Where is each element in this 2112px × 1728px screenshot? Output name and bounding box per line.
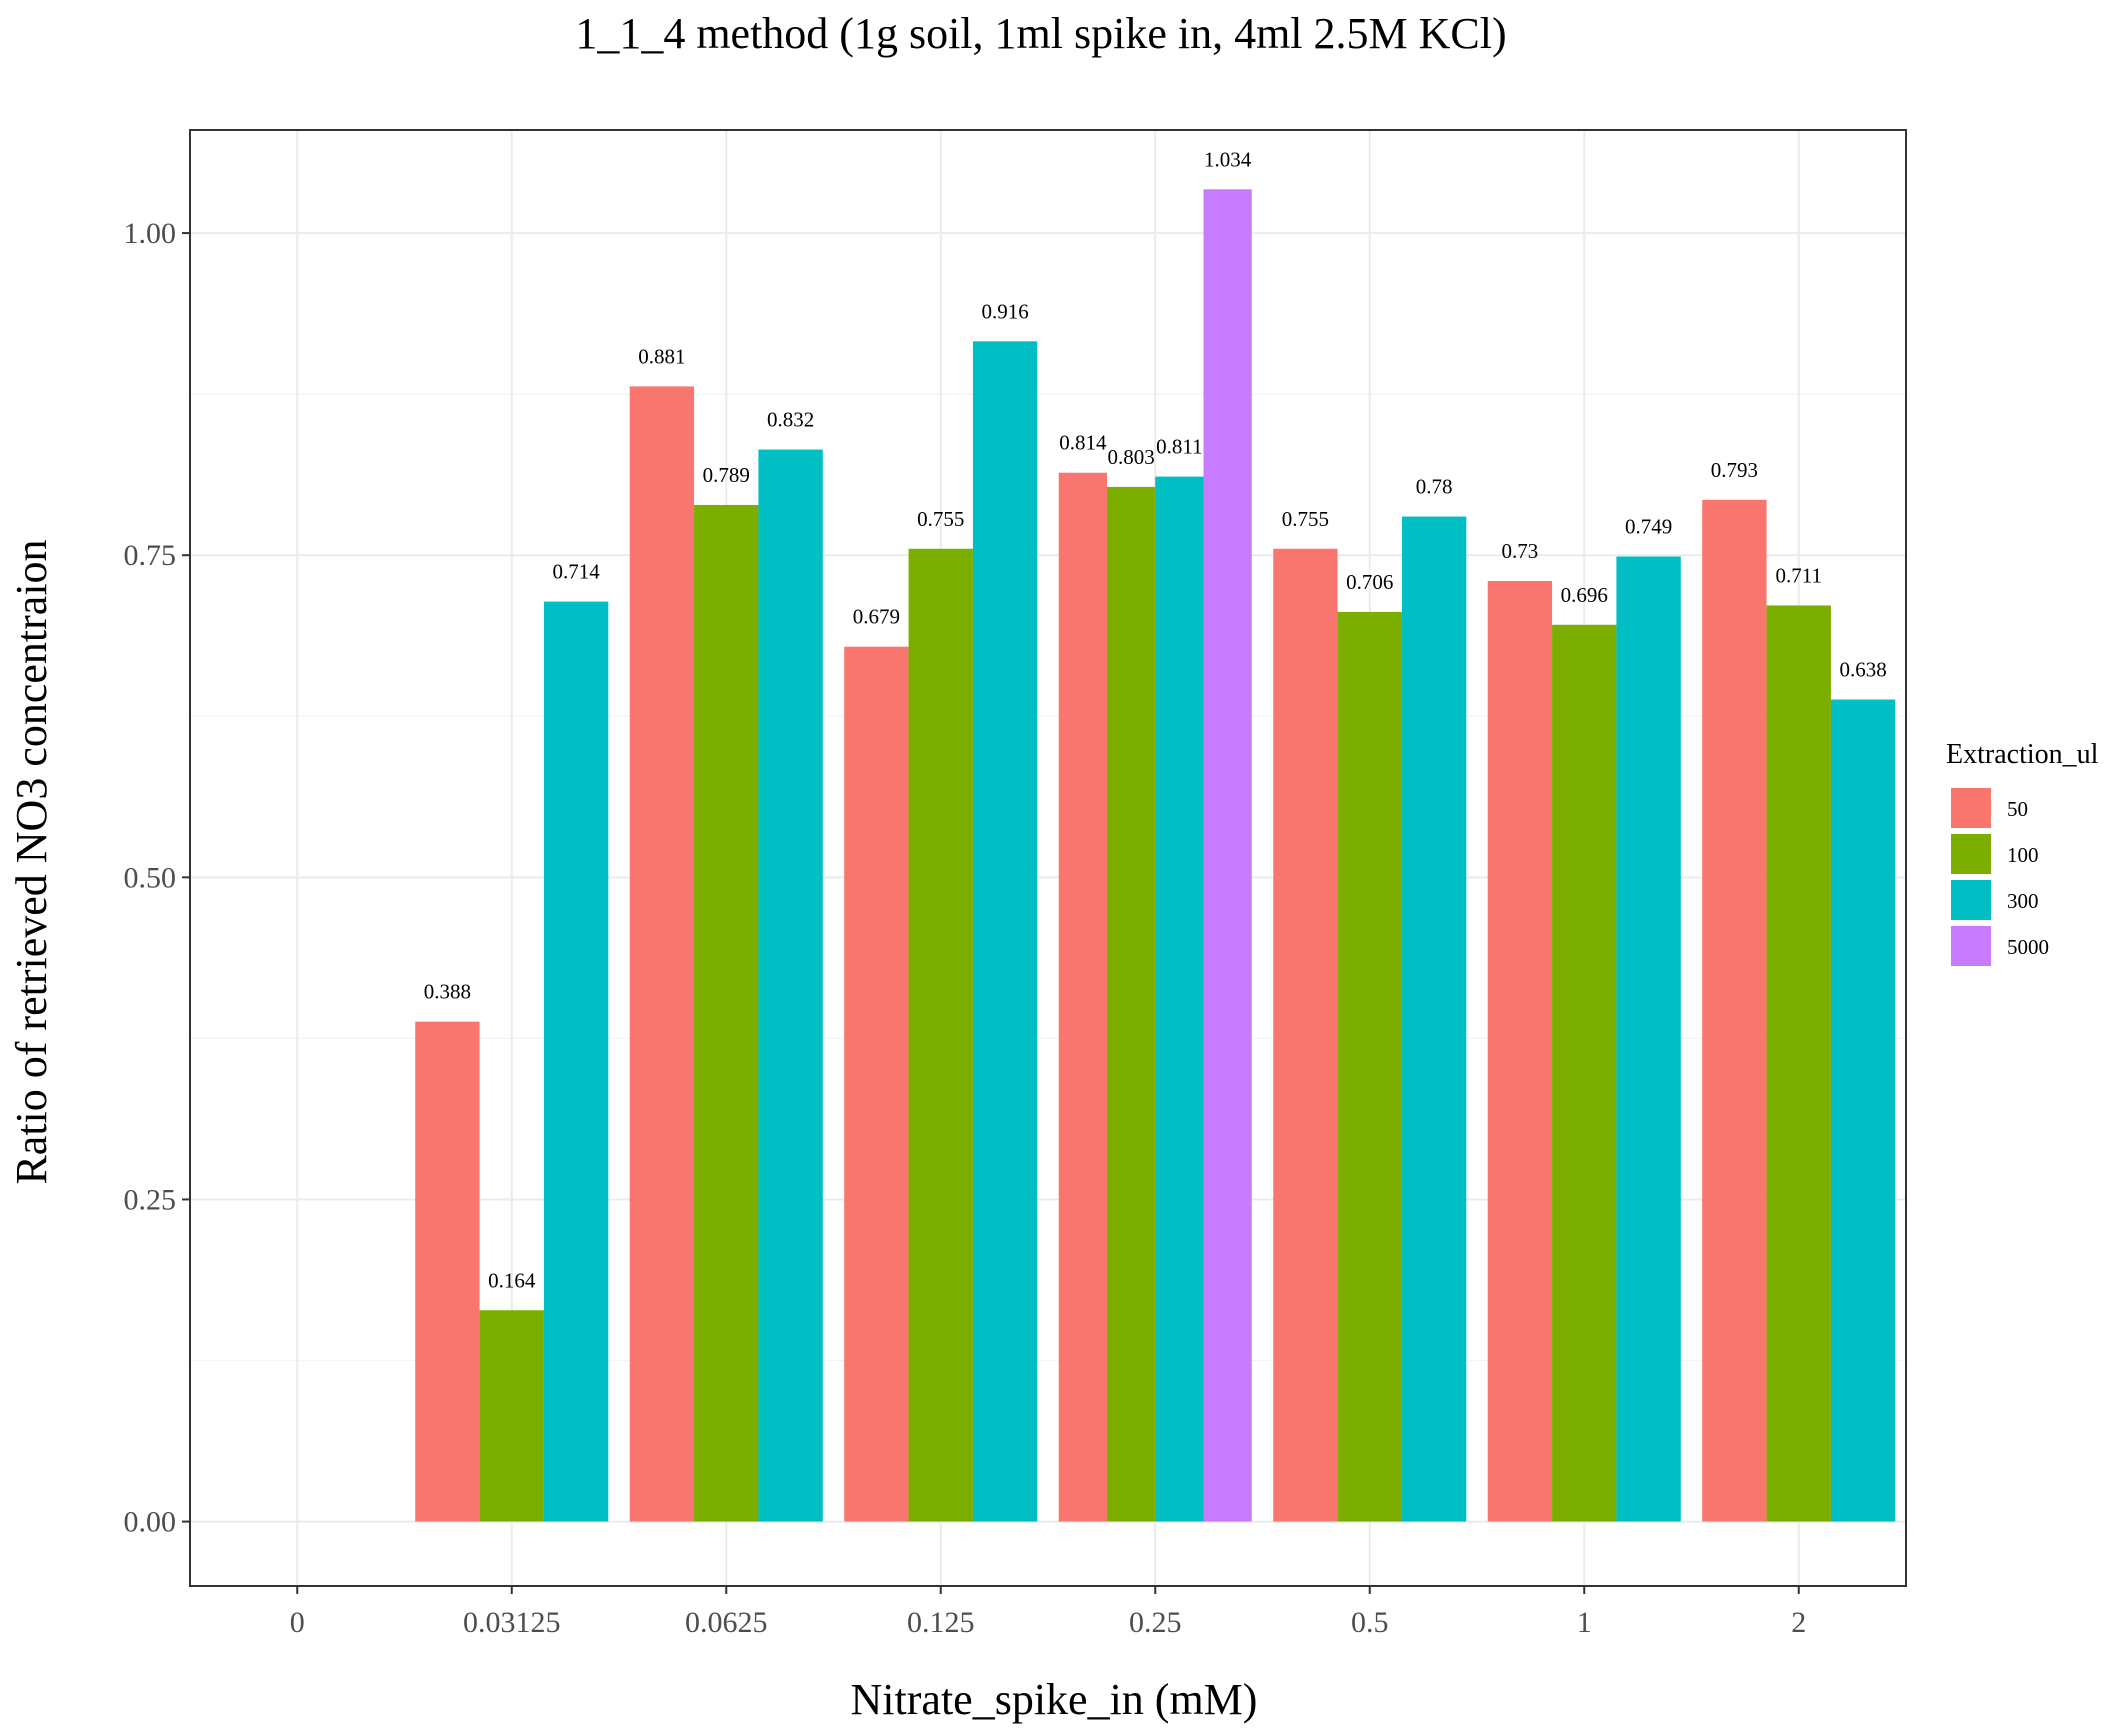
legend: Extraction_ul 50 100 300 5000 <box>1946 739 2099 966</box>
data-label: 0.679 <box>853 605 900 629</box>
legend-title: Extraction_ul <box>1946 739 2099 770</box>
x-tick-label: 0 <box>290 1606 305 1639</box>
bar <box>972 341 1038 1522</box>
x-tick-label: 0.03125 <box>463 1606 561 1639</box>
x-tick-label: 0.25 <box>1129 1606 1182 1639</box>
bar <box>694 504 759 1522</box>
bar <box>1337 611 1402 1522</box>
data-label: 0.706 <box>1346 570 1393 594</box>
bar <box>1155 476 1204 1522</box>
data-label: 0.755 <box>917 507 964 531</box>
data-label: 0.388 <box>424 980 471 1004</box>
bar <box>758 449 823 1522</box>
bar <box>1552 624 1617 1522</box>
x-axis-title: Nitrate_spike_in (mM) <box>851 1675 1258 1724</box>
y-tick-label: 0.00 <box>124 1506 177 1539</box>
bar <box>844 646 909 1522</box>
y-tick-label: 0.75 <box>124 539 177 572</box>
bar <box>629 386 695 1522</box>
y-tick-label: 0.50 <box>124 861 177 894</box>
legend-label: 50 <box>2007 797 2028 821</box>
bar <box>1702 499 1767 1522</box>
data-label: 0.696 <box>1561 583 1608 607</box>
x-tick-label: 2 <box>1791 1606 1806 1639</box>
y-axis-title: Ratio of retrieved NO3 concentraion <box>7 539 56 1184</box>
x-tick-label: 1 <box>1577 1606 1592 1639</box>
data-label: 0.73 <box>1502 539 1539 563</box>
data-label: 0.638 <box>1839 658 1886 682</box>
data-label: 0.711 <box>1776 563 1822 587</box>
data-label: 0.164 <box>488 1268 536 1292</box>
legend-label: 100 <box>2007 843 2039 867</box>
bar <box>1766 605 1831 1522</box>
data-label: 0.793 <box>1711 458 1758 482</box>
bar <box>1106 486 1156 1522</box>
chart-title: 1_1_4 method (1g soil, 1ml spike in, 4ml… <box>575 9 1506 58</box>
data-labels: 0.388 0.164 0.714 0.881 0.789 0.832 0.679 0.755… <box>424 147 1887 1292</box>
bar <box>543 601 609 1522</box>
data-label: 0.78 <box>1416 475 1453 499</box>
bar <box>1203 189 1252 1522</box>
bar <box>479 1310 544 1522</box>
y-axis: 0.00 0.25 0.50 0.75 1.00 <box>124 217 190 1539</box>
x-tick-label: 0.0625 <box>685 1606 768 1639</box>
legend-label: 5000 <box>2007 935 2049 959</box>
data-label: 0.789 <box>703 463 750 487</box>
y-tick-label: 0.25 <box>124 1183 177 1216</box>
bar <box>1830 699 1896 1522</box>
legend-label: 300 <box>2007 889 2039 913</box>
bars <box>415 189 1896 1522</box>
data-label: 0.714 <box>552 560 600 584</box>
data-label: 0.755 <box>1282 507 1329 531</box>
bar <box>1058 472 1107 1522</box>
bar <box>908 548 973 1522</box>
x-tick-label: 0.5 <box>1351 1606 1389 1639</box>
data-label: 0.749 <box>1625 514 1672 538</box>
bar <box>1273 548 1338 1522</box>
data-label: 0.814 <box>1059 431 1107 455</box>
legend-swatch <box>1951 788 1991 828</box>
legend-swatch <box>1951 834 1991 874</box>
legend-items: 50 100 300 5000 <box>1951 788 2049 966</box>
data-label: 0.832 <box>767 408 814 432</box>
y-tick-label: 1.00 <box>124 217 177 250</box>
x-axis: 0 0.03125 0.0625 0.125 0.25 0.5 1 2 <box>290 1586 1806 1639</box>
data-label: 0.916 <box>981 299 1028 323</box>
bar <box>415 1021 480 1522</box>
legend-swatch <box>1951 880 1991 920</box>
legend-swatch <box>1951 926 1991 966</box>
data-label: 0.881 <box>638 344 685 368</box>
bar <box>1487 580 1553 1522</box>
x-tick-label: 0.125 <box>907 1606 975 1639</box>
bar <box>1401 516 1467 1522</box>
bar <box>1616 556 1681 1522</box>
data-label: 0.811 <box>1156 435 1202 459</box>
plot-panel-border <box>189 129 1907 1587</box>
data-label: 0.803 <box>1107 445 1154 469</box>
data-label: 1.034 <box>1204 147 1252 171</box>
